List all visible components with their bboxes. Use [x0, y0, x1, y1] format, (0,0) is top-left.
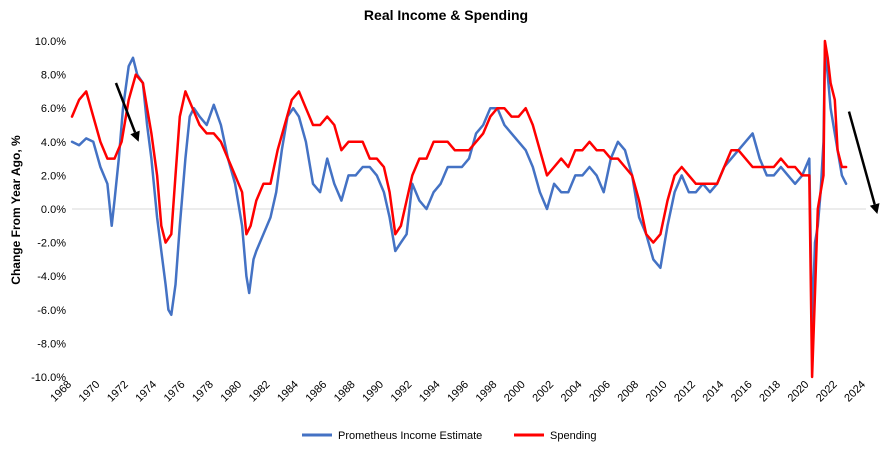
x-tick-label: 2022	[814, 379, 840, 405]
x-tick-label: 2018	[757, 379, 783, 405]
x-tick-label: 2006	[587, 379, 613, 405]
x-tick-label: 2016	[729, 379, 755, 405]
series-line-income	[70, 48, 848, 328]
x-tick-label: 1994	[417, 379, 443, 405]
x-tick-label: 1974	[133, 379, 159, 405]
x-tick-label: 1980	[218, 379, 244, 405]
legend-label: Spending	[550, 430, 597, 442]
y-axis-label: Change From Year Ago, %	[9, 135, 23, 285]
x-tick-label: 1982	[247, 379, 273, 405]
legend-label: Prometheus Income Estimate	[338, 430, 482, 442]
x-tick-label: 1996	[445, 379, 471, 405]
chart-title: Real Income & Spending	[364, 7, 528, 23]
x-tick-label: 2010	[644, 379, 670, 405]
x-tick-label: 2000	[502, 379, 528, 405]
x-tick-label: 1998	[474, 379, 500, 405]
annotation-arrow	[847, 111, 880, 215]
x-tick-label: 1972	[105, 379, 131, 405]
x-tick-label: 2002	[530, 379, 556, 405]
y-tick-label: -4.0%	[37, 271, 66, 283]
y-tick-label: 4.0%	[41, 137, 66, 149]
x-tick-label: 1992	[389, 379, 415, 405]
x-tick-label: 1978	[190, 379, 216, 405]
x-tick-label: 2020	[786, 379, 812, 405]
x-tick-label: 1984	[275, 379, 301, 405]
annotation-arrows	[114, 82, 880, 215]
x-axis-ticks: 1968 1970 1972 1974 1976 1978 1980 1982 1984 1986…	[48, 379, 868, 405]
x-tick-label: 1986	[304, 379, 330, 405]
y-tick-label: -6.0%	[37, 305, 66, 317]
annotation-arrow	[114, 82, 140, 142]
y-tick-label: -10.0%	[31, 372, 66, 384]
y-tick-label: 10.0%	[35, 36, 66, 48]
legend: Prometheus Income Estimate Spending	[302, 430, 597, 442]
x-tick-label: 1990	[360, 379, 386, 405]
y-tick-label: -8.0%	[37, 338, 66, 350]
x-tick-label: 2004	[559, 379, 585, 405]
y-tick-label: 6.0%	[41, 103, 66, 115]
y-tick-label: 8.0%	[41, 70, 66, 82]
x-tick-label: 2014	[701, 379, 727, 405]
x-tick-label: 1988	[332, 379, 358, 405]
series-line-spending	[70, 39, 848, 379]
y-tick-label: -2.0%	[37, 238, 66, 250]
y-axis-ticks: 10.0% 8.0% 6.0% 4.0% 2.0% 0.0% -2.0% -4.0% -6.0%…	[31, 36, 66, 384]
y-tick-label: 2.0%	[41, 170, 66, 182]
x-tick-label: 1970	[77, 379, 103, 405]
x-tick-label: 2012	[672, 379, 698, 405]
series-lines	[70, 39, 848, 379]
x-tick-label: 1976	[162, 379, 188, 405]
y-tick-label: 0.0%	[41, 204, 66, 216]
x-tick-label: 2008	[615, 379, 641, 405]
x-tick-label: 2024	[842, 379, 868, 405]
